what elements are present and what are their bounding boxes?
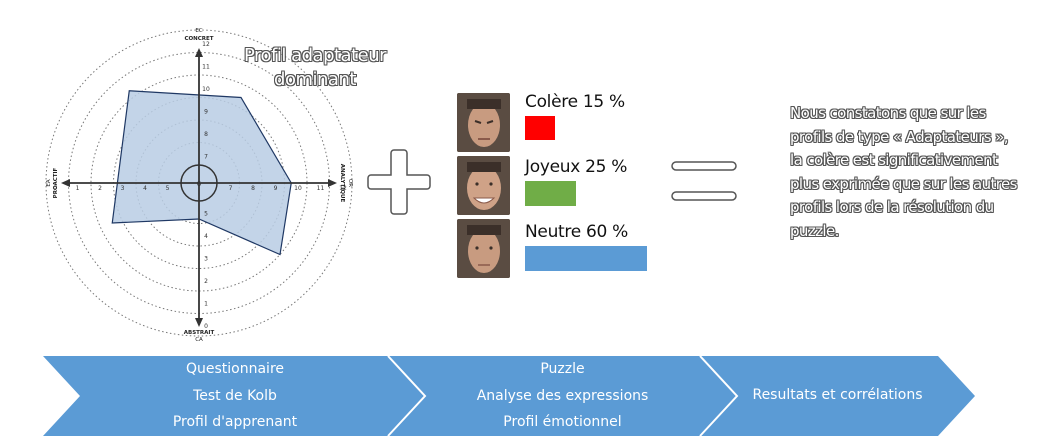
tick-label: 5 bbox=[166, 185, 170, 192]
step-1-line-1: Questionnaire bbox=[185, 361, 285, 377]
axis-right-label: ANALYTIQUE bbox=[339, 164, 345, 203]
tick-label: 12 bbox=[339, 185, 347, 192]
tick-label: 1 bbox=[204, 301, 208, 308]
process-chevrons bbox=[43, 356, 975, 437]
radar-axes bbox=[61, 48, 337, 327]
face-anger-photo bbox=[457, 93, 510, 152]
tick-label: 1 bbox=[76, 185, 80, 192]
emotion-neutral-label: Neutre 60 % bbox=[525, 222, 628, 242]
step-2-line-2: Analyse des expressions bbox=[476, 387, 649, 404]
tick-label: 4 bbox=[143, 185, 147, 192]
step-2-line-1: Puzzle bbox=[540, 361, 585, 377]
axis-left-code: EA bbox=[46, 179, 52, 186]
tick-label: 0 bbox=[53, 185, 57, 192]
tick-label: 4 bbox=[204, 233, 208, 240]
chevron-step-1 bbox=[43, 356, 425, 436]
axis-right-code: OR bbox=[347, 179, 353, 187]
axis-bottom-code: CA bbox=[195, 337, 203, 343]
tick-label: 8 bbox=[251, 185, 255, 192]
tick-label: 2 bbox=[98, 185, 102, 192]
tick-label: 10 bbox=[202, 86, 210, 93]
tick-label: 11 bbox=[317, 185, 325, 192]
tick-label: 10 bbox=[294, 185, 302, 192]
chevron-step-2 bbox=[388, 356, 737, 436]
center-circle bbox=[180, 164, 218, 202]
tick-label: 7 bbox=[204, 154, 208, 161]
profile-polygon bbox=[111, 90, 292, 256]
plus-icon bbox=[367, 149, 431, 215]
tick-label: 3 bbox=[204, 256, 208, 263]
emotion-anger-bar bbox=[525, 116, 556, 140]
emotion-anger-label: Colère 15 % bbox=[525, 92, 625, 112]
tick-label: 8 bbox=[204, 131, 208, 138]
step-3-line-1: Resultats et corrélations bbox=[752, 387, 923, 403]
tick-label: 9 bbox=[204, 109, 208, 116]
radar-ring bbox=[45, 29, 353, 337]
step-3-text: Resultats et corrélations bbox=[720, 382, 955, 409]
tick-label: 0 bbox=[204, 323, 208, 330]
tick-label: 3 bbox=[121, 185, 125, 192]
conclusion-text: Nous constatons que sur les profils de t… bbox=[790, 104, 1017, 240]
tick-label: 12 bbox=[202, 41, 210, 48]
equals-icon bbox=[671, 161, 737, 201]
step-2-line-3: Profil émotionnel bbox=[503, 414, 622, 430]
step-1-line-2: Test de Kolb bbox=[193, 387, 277, 404]
tick-label: 2 bbox=[204, 278, 208, 285]
axis-top-code: EC bbox=[195, 28, 202, 34]
step-1-line-3: Profil d'apprenant bbox=[172, 414, 298, 430]
center-label: 6 bbox=[197, 180, 202, 188]
tick-label: 5 bbox=[204, 211, 208, 218]
tick-label: 11 bbox=[202, 64, 210, 71]
chevron-step-3 bbox=[700, 356, 975, 436]
face-neutral-photo bbox=[457, 219, 510, 278]
tick-label: 7 bbox=[229, 185, 233, 192]
step-1-text: Questionnaire Test de Kolb Profil d'appr… bbox=[80, 356, 390, 436]
axis-top-label: CONCRET bbox=[184, 36, 213, 42]
tick-label: 9 bbox=[274, 185, 278, 192]
axis-left-label: PROACTIF bbox=[53, 167, 59, 198]
profile-title: Profil adaptateur dominant bbox=[243, 45, 387, 90]
axis-bottom-label: ABSTRAIT bbox=[184, 330, 215, 336]
emotion-neutral-bar bbox=[525, 246, 647, 271]
emotion-joy-bar bbox=[525, 181, 576, 206]
emotion-joy-label: Joyeux 25 % bbox=[525, 157, 628, 177]
face-joy-photo bbox=[457, 156, 510, 215]
step-2-text: Puzzle Analyse des expressions Profil ém… bbox=[410, 356, 715, 436]
